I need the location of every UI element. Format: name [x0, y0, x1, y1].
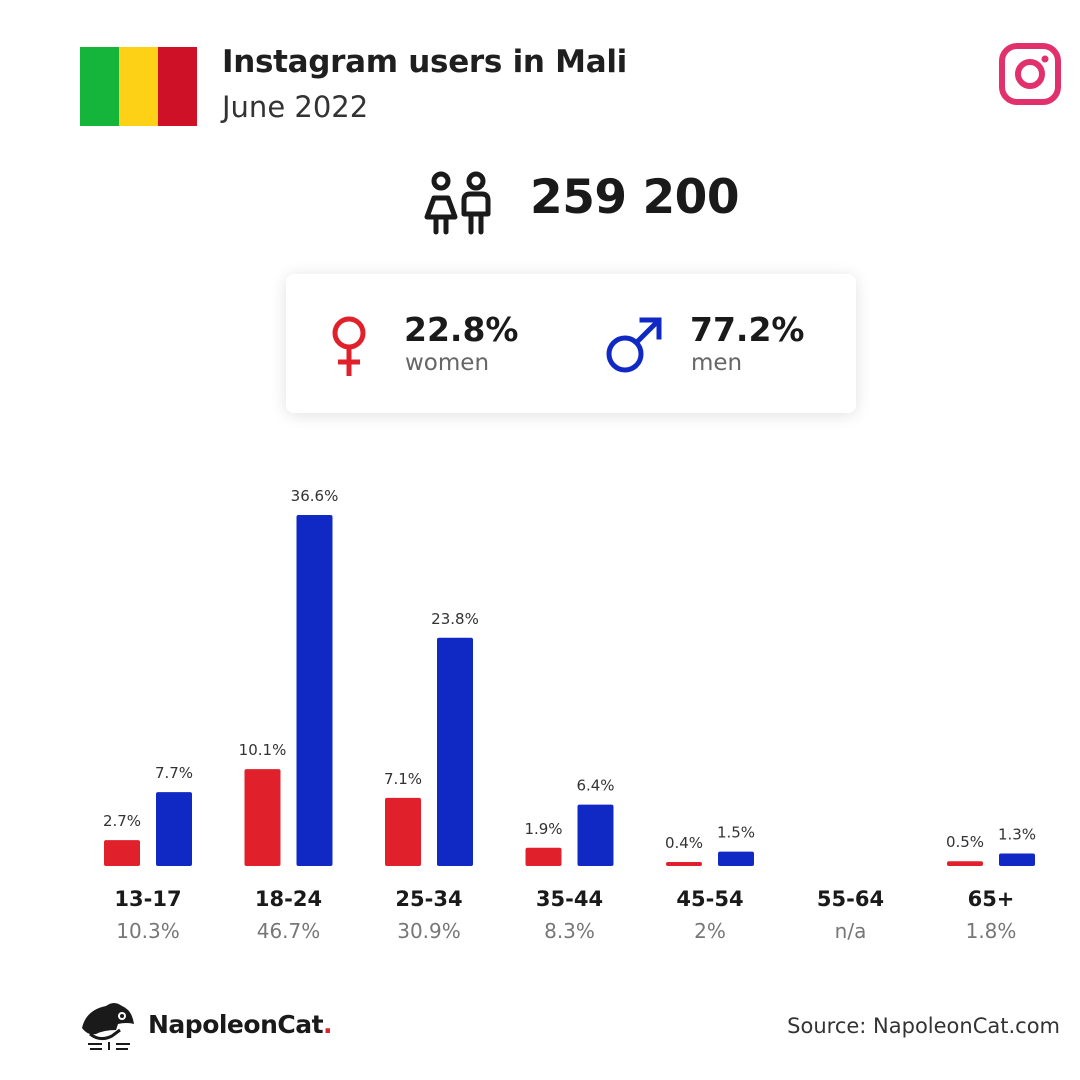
napoleoncat-logo-icon [82, 1003, 134, 1050]
bar-women-13-17 [104, 840, 140, 866]
women-percentage: 22.8% [404, 310, 519, 349]
category-label-65+: 65+ [968, 887, 1015, 911]
flag-stripe-yellow [119, 47, 158, 126]
bar-women-65+ [947, 861, 983, 866]
brand-dot: . [323, 1010, 333, 1039]
bar-men-35-44 [577, 804, 614, 866]
category-total-55-64: n/a [835, 919, 867, 943]
bar-women-25-34 [385, 797, 421, 866]
category-label-13-17: 13-17 [114, 887, 181, 911]
category-label-55-64: 55-64 [817, 887, 884, 911]
age-gender-bar-chart: 2.7% 7.7% 13-17 10.3% 10.1% 36.6% 18-24 46.7% 7.… [103, 487, 1036, 943]
data-label-men-35-44: 6.4% [576, 777, 614, 795]
men-block: 77.2% men [571, 274, 856, 413]
category-label-35-44: 35-44 [536, 887, 603, 911]
people-icon [424, 171, 491, 235]
data-label-women-45-54: 0.4% [665, 834, 703, 852]
data-label-men-45-54: 1.5% [717, 824, 755, 842]
category-label-25-34: 25-34 [395, 887, 462, 911]
data-label-men-13-17: 7.7% [155, 764, 193, 782]
brand-text: NapoleonCat [148, 1010, 324, 1039]
male-symbol-icon [606, 317, 662, 373]
women-block: 22.8% women [286, 274, 571, 413]
category-total-13-17: 10.3% [116, 919, 180, 943]
bar-women-45-54 [666, 862, 702, 866]
data-label-women-25-34: 7.1% [384, 770, 422, 788]
bar-women-35-44 [525, 847, 562, 866]
data-label-men-65+: 1.3% [998, 826, 1036, 844]
men-label: men [691, 350, 743, 376]
data-label-women-18-24: 10.1% [239, 741, 287, 759]
men-percentage: 77.2% [690, 310, 805, 349]
brand-name: NapoleonCat. [148, 1010, 333, 1039]
category-total-45-54: 2% [694, 919, 726, 943]
bar-men-13-17 [156, 792, 192, 866]
gender-card: 22.8% women 77.2% men [286, 274, 856, 413]
data-label-women-65+: 0.5% [946, 833, 984, 851]
data-label-men-18-24: 36.6% [291, 487, 339, 505]
female-symbol-icon [332, 316, 366, 376]
flag-stripe-green [80, 47, 119, 126]
category-label-45-54: 45-54 [676, 887, 743, 911]
data-label-men-25-34: 23.8% [431, 610, 479, 628]
category-total-35-44: 8.3% [544, 919, 595, 943]
category-total-65+: 1.8% [966, 919, 1017, 943]
page-title: Instagram users in Mali [222, 44, 627, 80]
instagram-icon [999, 43, 1061, 105]
data-label-women-13-17: 2.7% [103, 812, 141, 830]
flag-stripe-red [158, 47, 197, 126]
bar-women-18-24 [244, 769, 281, 866]
bar-men-25-34 [437, 637, 473, 866]
bar-men-65+ [999, 853, 1035, 866]
mali-flag [80, 47, 197, 126]
category-label-18-24: 18-24 [255, 887, 322, 911]
bar-men-18-24 [296, 515, 333, 866]
category-total-18-24: 46.7% [257, 919, 321, 943]
women-label: women [405, 350, 490, 376]
category-total-25-34: 30.9% [397, 919, 461, 943]
data-label-women-35-44: 1.9% [524, 820, 562, 838]
bar-men-45-54 [718, 851, 754, 866]
page-subtitle: June 2022 [222, 90, 369, 124]
total-users: 259 200 [530, 170, 740, 225]
source-link[interactable]: Source: NapoleonCat.com [787, 1014, 1060, 1038]
age-gender-chart: 2.7% 7.7% 13-17 10.3% 10.1% 36.6% 18-24 46.7% 7.… [0, 460, 1080, 960]
